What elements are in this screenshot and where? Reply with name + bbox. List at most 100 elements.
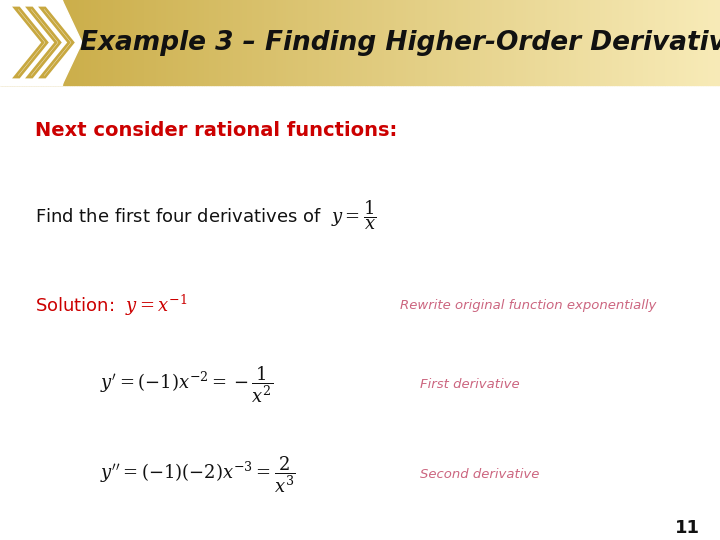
Polygon shape: [307, 0, 310, 85]
Polygon shape: [670, 0, 672, 85]
Polygon shape: [295, 0, 297, 85]
Polygon shape: [542, 0, 545, 85]
Polygon shape: [288, 0, 290, 85]
Polygon shape: [108, 0, 110, 85]
Polygon shape: [317, 0, 319, 85]
Polygon shape: [413, 0, 415, 85]
Polygon shape: [271, 0, 274, 85]
Polygon shape: [655, 0, 657, 85]
Polygon shape: [528, 0, 531, 85]
Polygon shape: [358, 0, 360, 85]
Polygon shape: [617, 0, 619, 85]
Text: $y'' = (-1)(-2)x^{-3} = \dfrac{2}{x^3}$: $y'' = (-1)(-2)x^{-3} = \dfrac{2}{x^3}$: [100, 455, 296, 495]
Polygon shape: [552, 0, 554, 85]
Polygon shape: [125, 0, 127, 85]
Polygon shape: [192, 0, 194, 85]
Polygon shape: [495, 0, 497, 85]
Polygon shape: [300, 0, 302, 85]
Polygon shape: [178, 0, 180, 85]
Polygon shape: [290, 0, 293, 85]
Polygon shape: [0, 0, 62, 85]
Polygon shape: [235, 0, 238, 85]
Polygon shape: [538, 0, 540, 85]
Polygon shape: [557, 0, 559, 85]
Polygon shape: [540, 0, 542, 85]
Polygon shape: [490, 0, 492, 85]
Polygon shape: [127, 0, 130, 85]
Polygon shape: [139, 0, 142, 85]
Polygon shape: [146, 0, 149, 85]
Polygon shape: [590, 0, 593, 85]
Polygon shape: [254, 0, 257, 85]
Polygon shape: [408, 0, 410, 85]
Polygon shape: [264, 0, 266, 85]
Polygon shape: [398, 0, 401, 85]
Polygon shape: [283, 0, 286, 85]
Polygon shape: [535, 0, 538, 85]
Polygon shape: [29, 0, 31, 85]
Polygon shape: [605, 0, 607, 85]
Text: Find the first four derivatives of  $y = \dfrac{1}{x}$: Find the first four derivatives of $y = …: [35, 198, 377, 232]
Polygon shape: [677, 0, 679, 85]
Polygon shape: [648, 0, 650, 85]
Polygon shape: [466, 0, 468, 85]
Polygon shape: [578, 0, 581, 85]
Polygon shape: [485, 0, 487, 85]
Polygon shape: [326, 0, 329, 85]
Polygon shape: [653, 0, 655, 85]
Polygon shape: [161, 0, 163, 85]
Polygon shape: [660, 0, 662, 85]
Polygon shape: [473, 0, 475, 85]
Polygon shape: [662, 0, 665, 85]
Polygon shape: [394, 0, 396, 85]
Polygon shape: [369, 0, 372, 85]
Polygon shape: [487, 0, 490, 85]
Polygon shape: [603, 0, 605, 85]
Polygon shape: [0, 0, 2, 85]
Polygon shape: [36, 0, 38, 85]
Polygon shape: [7, 0, 9, 85]
Polygon shape: [151, 0, 153, 85]
Polygon shape: [437, 0, 439, 85]
Polygon shape: [353, 0, 355, 85]
Polygon shape: [401, 0, 403, 85]
Polygon shape: [588, 0, 590, 85]
Polygon shape: [58, 0, 60, 85]
Polygon shape: [391, 0, 394, 85]
Polygon shape: [211, 0, 214, 85]
Polygon shape: [509, 0, 511, 85]
Polygon shape: [569, 0, 571, 85]
Polygon shape: [451, 0, 454, 85]
Polygon shape: [634, 0, 636, 85]
Polygon shape: [470, 0, 473, 85]
Text: Example 3 – Finding Higher-Order Derivatives: Example 3 – Finding Higher-Order Derivat…: [80, 30, 720, 56]
Polygon shape: [315, 0, 317, 85]
Polygon shape: [216, 0, 218, 85]
Polygon shape: [252, 0, 254, 85]
Polygon shape: [310, 0, 312, 85]
Polygon shape: [297, 0, 300, 85]
Polygon shape: [238, 0, 240, 85]
Polygon shape: [504, 0, 506, 85]
Polygon shape: [322, 0, 324, 85]
Polygon shape: [384, 0, 387, 85]
Polygon shape: [96, 0, 99, 85]
Polygon shape: [55, 0, 58, 85]
Polygon shape: [567, 0, 569, 85]
Polygon shape: [348, 0, 351, 85]
Polygon shape: [667, 0, 670, 85]
Polygon shape: [403, 0, 405, 85]
Polygon shape: [182, 0, 185, 85]
Polygon shape: [549, 0, 552, 85]
Polygon shape: [305, 0, 307, 85]
Polygon shape: [425, 0, 427, 85]
Polygon shape: [324, 0, 326, 85]
Polygon shape: [449, 0, 451, 85]
Polygon shape: [233, 0, 235, 85]
Polygon shape: [115, 0, 117, 85]
Polygon shape: [619, 0, 621, 85]
Polygon shape: [207, 0, 209, 85]
Polygon shape: [499, 0, 502, 85]
Polygon shape: [511, 0, 513, 85]
Polygon shape: [531, 0, 533, 85]
